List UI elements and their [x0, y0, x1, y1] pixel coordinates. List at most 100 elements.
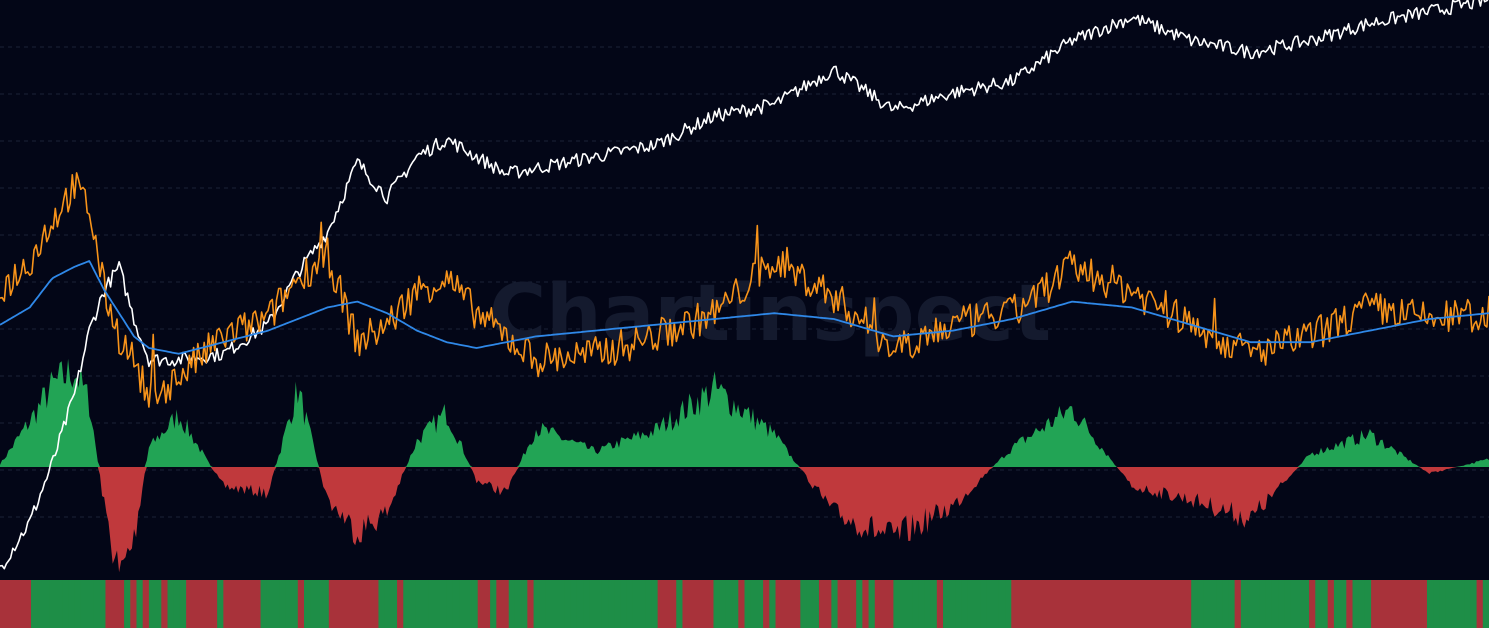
regime-segment — [1005, 580, 1012, 628]
oscillator-histogram — [0, 358, 1489, 573]
regime-segment — [1147, 580, 1155, 628]
regime-segment — [570, 580, 578, 628]
regime-segment — [372, 580, 380, 628]
regime-segment — [924, 580, 932, 628]
regime-segment — [390, 580, 398, 628]
regime-segment — [1420, 580, 1428, 628]
regime-segment — [918, 580, 926, 628]
regime-segment — [1457, 580, 1465, 628]
regime-segment — [235, 580, 243, 628]
regime-segment — [341, 580, 349, 628]
regime-segment — [1253, 580, 1261, 628]
regime-segment — [192, 580, 200, 628]
regime-segment — [1278, 580, 1285, 628]
regime-segment — [142, 580, 150, 628]
regime-segment — [732, 580, 739, 628]
regime-segment — [55, 580, 63, 628]
regime-segment — [167, 580, 175, 628]
regime-segment — [483, 580, 491, 628]
regime-segment — [1451, 580, 1459, 628]
regime-segment — [1054, 580, 1062, 628]
regime-segment — [1402, 580, 1409, 628]
regime-segment — [68, 580, 76, 628]
regime-segment — [1203, 580, 1211, 628]
regime-segment — [1029, 580, 1037, 628]
regime-segment — [173, 580, 181, 628]
regime-segment — [1352, 580, 1360, 628]
regime-segment — [887, 580, 894, 628]
regime-segment — [1364, 580, 1372, 628]
regime-segment — [148, 580, 156, 628]
regime-segment — [279, 580, 286, 628]
regime-segment — [576, 580, 584, 628]
regime-segment — [868, 580, 876, 628]
regime-segment — [645, 580, 653, 628]
regime-segment — [446, 580, 454, 628]
regime-segment — [1122, 580, 1130, 628]
histogram-negative-area — [0, 467, 1489, 573]
regime-segment — [1209, 580, 1217, 628]
regime-segment — [1327, 580, 1335, 628]
regime-segment — [359, 580, 367, 628]
regime-segment — [657, 580, 665, 628]
regime-segment — [86, 580, 94, 628]
regime-segment — [831, 580, 839, 628]
regime-segment — [366, 580, 373, 628]
regime-segment — [1426, 580, 1434, 628]
regime-segment — [285, 580, 293, 628]
regime-segment — [434, 580, 442, 628]
regime-segment — [93, 580, 100, 628]
regime-segment — [583, 580, 590, 628]
regime-segment — [1389, 580, 1397, 628]
regime-segment — [111, 580, 119, 628]
regime-segment — [1377, 580, 1385, 628]
regime-segment — [1042, 580, 1050, 628]
regime-segment — [452, 580, 460, 628]
regime-segment — [806, 580, 814, 628]
regime-segment — [1271, 580, 1279, 628]
regime-segment — [322, 580, 330, 628]
regime-segment — [1060, 580, 1068, 628]
regime-segment — [1433, 580, 1440, 628]
regime-segment — [514, 580, 522, 628]
regime-segment — [105, 580, 113, 628]
regime-segment — [527, 580, 535, 628]
regime-segment — [874, 580, 882, 628]
regime-segment — [670, 580, 677, 628]
regime-segment — [974, 580, 981, 628]
regime-segment — [310, 580, 318, 628]
regime-segment — [949, 580, 957, 628]
regime-segment — [1135, 580, 1143, 628]
regime-segment — [1476, 580, 1484, 628]
regime-segment — [1346, 580, 1354, 628]
regime-segment — [1340, 580, 1347, 628]
regime-segment — [1439, 580, 1447, 628]
regime-segment — [825, 580, 832, 628]
regime-segment — [31, 580, 38, 628]
regime-segment — [955, 580, 963, 628]
regime-segment — [1321, 580, 1329, 628]
regime-segment — [0, 580, 7, 628]
regime-segment — [502, 580, 510, 628]
regime-segment — [99, 580, 107, 628]
regime-segment — [725, 580, 733, 628]
regime-segment — [1371, 580, 1378, 628]
regime-segment — [936, 580, 944, 628]
regime-segment — [18, 580, 26, 628]
regime-segment — [1085, 580, 1093, 628]
regime-segment — [1408, 580, 1416, 628]
regime-segment — [43, 580, 51, 628]
regime-segment — [818, 580, 826, 628]
regime-segment — [856, 580, 863, 628]
regime-segment — [800, 580, 808, 628]
regime-segment — [849, 580, 857, 628]
regime-segment — [539, 580, 547, 628]
regime-segment — [384, 580, 392, 628]
regime-segment — [428, 580, 435, 628]
regime-segment — [756, 580, 764, 628]
regime-segment — [912, 580, 919, 628]
regime-segment — [1464, 580, 1471, 628]
regime-segment — [37, 580, 45, 628]
regime-segment — [316, 580, 324, 628]
